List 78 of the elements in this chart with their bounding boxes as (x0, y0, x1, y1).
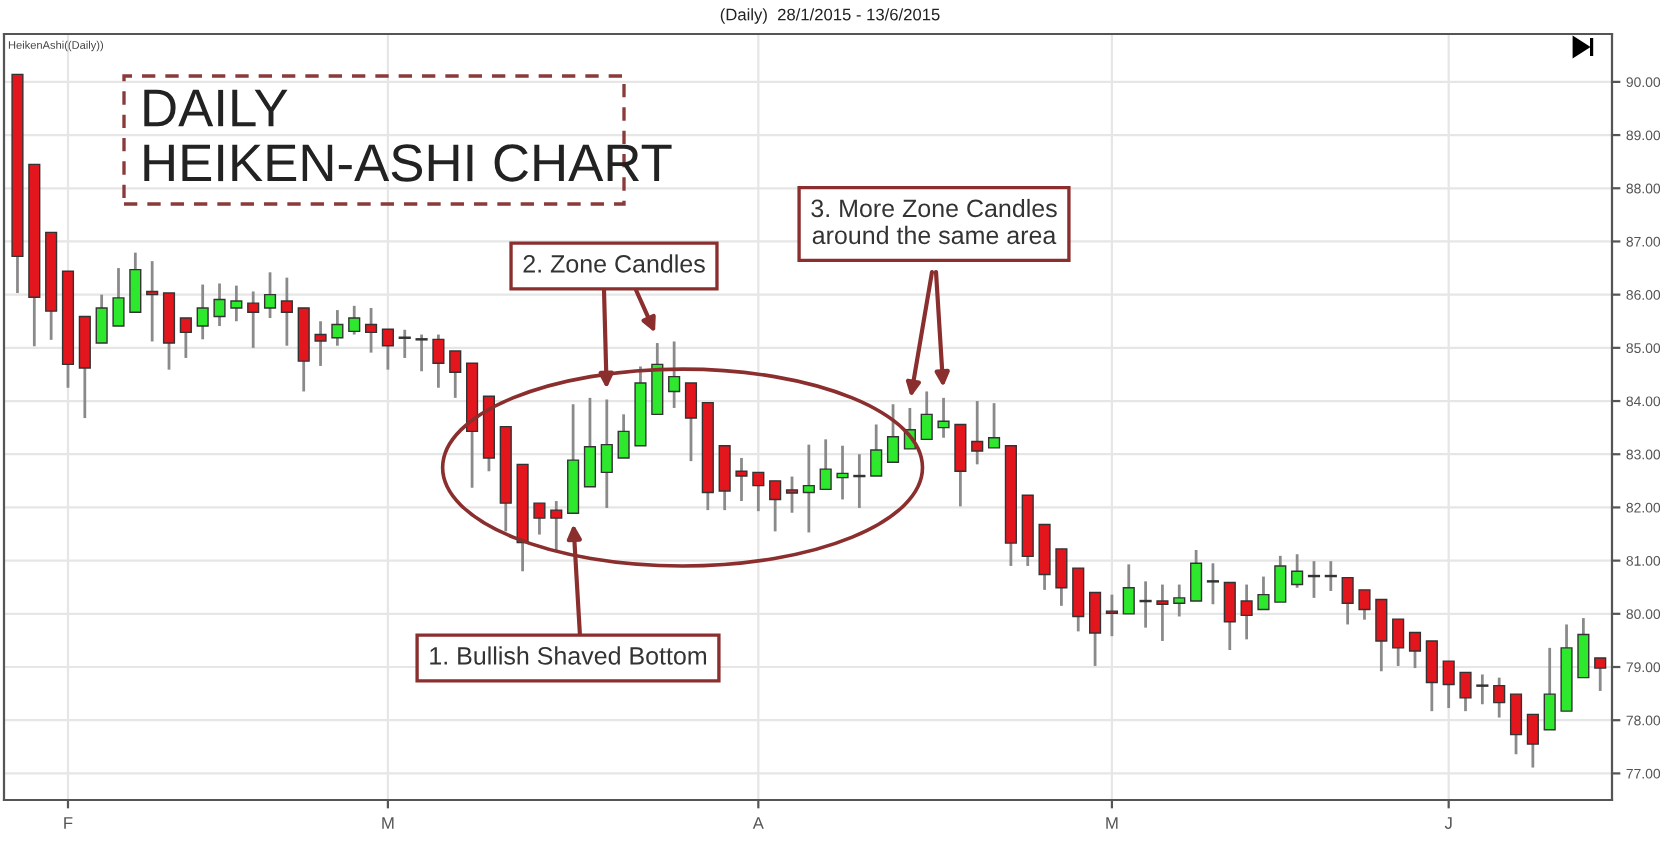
candlestick (1509, 692, 1523, 756)
candlestick (1055, 547, 1068, 608)
chart-title: (Daily) 28/1/2015 - 13/6/2015 (720, 8, 940, 24)
candlestick (668, 340, 681, 410)
candlestick (432, 333, 445, 390)
candlestick (280, 276, 293, 348)
candlestick (752, 470, 765, 513)
candlestick (1122, 562, 1135, 616)
candlestick (196, 283, 209, 341)
x-tick-label: F (64, 817, 73, 829)
candlestick (802, 443, 815, 534)
candlestick (1594, 656, 1607, 693)
candlestick (1223, 581, 1236, 652)
candlestick (1526, 712, 1539, 769)
candlestick (600, 398, 613, 510)
candlestick (112, 266, 125, 328)
candlestick (1392, 617, 1405, 668)
candlestick (617, 412, 630, 460)
x-tick-label: M (382, 817, 394, 829)
candlestick (1291, 552, 1304, 590)
candlestick (449, 349, 462, 400)
x-tick-label: A (752, 817, 764, 829)
candlestick (769, 479, 782, 533)
candlestick (1408, 631, 1422, 670)
candlestick (1476, 673, 1489, 706)
candlestick (1257, 575, 1270, 611)
candlestick (1375, 598, 1388, 673)
x-tick-label: M (1106, 817, 1118, 829)
candlestick (1274, 554, 1287, 604)
candlestick (1543, 646, 1556, 732)
candlestick (1459, 670, 1472, 713)
candlestick (1156, 583, 1169, 643)
candlestick (129, 251, 142, 314)
candlestick (583, 396, 597, 489)
candlestick (1442, 659, 1455, 710)
candlestick (348, 304, 361, 336)
candlestick (263, 270, 277, 320)
candlestick (314, 319, 327, 368)
annotation: 3. More Zone Candles around the same area (811, 198, 1057, 245)
candlestick (95, 293, 108, 345)
candlestick (836, 444, 849, 501)
annotation: 2. Zone Candles (523, 254, 705, 273)
candlestick (1105, 593, 1119, 638)
candlestick (937, 396, 950, 440)
candlestick (886, 402, 900, 464)
candlestick (1173, 583, 1186, 618)
candlestick (381, 327, 394, 372)
text: DAILY HEIKEN-ASHI CHART (144, 89, 672, 182)
candlestick (179, 316, 192, 360)
candlestick (550, 499, 563, 553)
candlestick (1341, 576, 1354, 626)
candlestick (920, 390, 933, 441)
candlestick (954, 423, 967, 508)
candlestick (1577, 616, 1590, 680)
candlestick (1240, 583, 1253, 641)
candlestick (1088, 591, 1102, 668)
candlestick (718, 444, 731, 512)
candlestick (1190, 548, 1203, 603)
x-tick-label: J (1444, 817, 1452, 829)
candlestick (785, 475, 799, 515)
candlestick (415, 333, 428, 373)
annotation: 1. Bullish Shaved Bottom (430, 646, 707, 665)
candlestick (331, 308, 344, 348)
candlestick (1425, 639, 1438, 713)
candlestick (533, 501, 546, 536)
candlestick (684, 381, 698, 463)
candlestick (987, 401, 1001, 450)
candlestick (1358, 588, 1371, 622)
candlestick (230, 284, 243, 323)
candlestick (870, 423, 883, 478)
candlestick (213, 282, 226, 328)
candlestick (819, 437, 832, 491)
candlestick (364, 306, 378, 355)
candlestick (1493, 676, 1506, 719)
candlestick (247, 290, 260, 350)
candlestick (971, 399, 984, 466)
candlestick (735, 456, 748, 503)
candlestick (1206, 561, 1220, 606)
